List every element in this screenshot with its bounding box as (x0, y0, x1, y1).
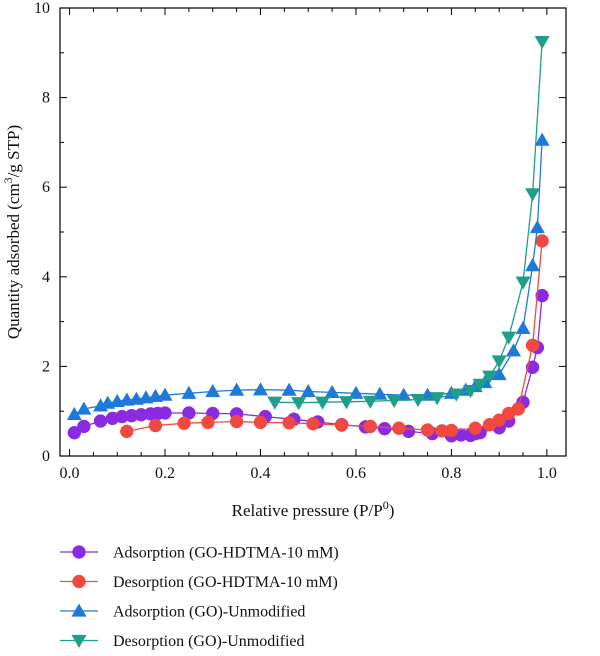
series-4-point (463, 384, 479, 399)
series-3-point (76, 401, 92, 415)
y-tick-label: 10 (34, 0, 50, 17)
series-2-line (126, 240, 543, 433)
series-2-point (392, 421, 406, 435)
series-2-point (334, 418, 349, 432)
x-tick-label: 1.0 (537, 465, 557, 482)
legend: Adsorption (GO-HDTMA-10 mM) Desorption (G… (60, 545, 339, 650)
series-1-point (93, 414, 108, 428)
legend-item-3: Adsorption (GO)-Unmodified (60, 603, 305, 621)
legend-label: Desorption (GO)-Unmodified (113, 633, 305, 650)
series-2-point (201, 415, 215, 430)
series-2-point (525, 338, 540, 353)
series-4-point (338, 396, 354, 410)
series-3-point (157, 387, 173, 401)
series-3-point (181, 385, 197, 399)
plot-frame-group (59, 7, 567, 457)
series-2-point (282, 416, 296, 430)
series-4-point (472, 378, 488, 392)
y-tick-label: 0 (42, 448, 50, 465)
series-3-point (281, 382, 297, 396)
series-2 (120, 234, 549, 439)
series-3-point (420, 387, 436, 401)
series-3-point (491, 366, 507, 381)
series-4-point (525, 188, 541, 202)
series-group (66, 35, 550, 443)
series-2-point (253, 415, 268, 430)
plot-frame (59, 7, 567, 457)
x-tick-label: 0.8 (441, 465, 461, 482)
series-3-point (534, 132, 550, 146)
y-axis-label: Quantity adsorbed (cm3/g STP) (1, 125, 23, 339)
series-3-point (300, 383, 316, 398)
series-2-point (444, 423, 459, 438)
series-3-line (73, 140, 543, 415)
series-3-point (348, 385, 364, 399)
series-1-point (158, 406, 172, 420)
series-4-point (448, 388, 464, 402)
series-4-point (534, 35, 550, 50)
legend-item-1: Adsorption (GO-HDTMA-10 mM) (60, 545, 339, 562)
legend-item-2: Desorption (GO-HDTMA-10 mM) (60, 574, 338, 591)
axes-group: 0.0 0.2 0.4 0.6 0.8 1.0 0 2 4 6 8 10 Relative pressu… (1, 0, 566, 520)
series-2-point (535, 234, 549, 248)
series-3 (66, 132, 550, 420)
series-4-point (267, 396, 283, 410)
series-1-point (535, 288, 549, 303)
series-4-line (274, 41, 543, 404)
legend-marker (72, 545, 86, 559)
series-3-point (505, 343, 521, 357)
series-1-point (525, 360, 540, 375)
legend-marker (71, 634, 87, 648)
series-3-point (252, 382, 268, 396)
series-4 (267, 35, 550, 411)
legend-item-4: Desorption (GO)-Unmodified (60, 633, 305, 650)
x-tick-label: 0.6 (346, 465, 366, 482)
series-4-point (491, 355, 507, 369)
series-2-point (420, 423, 435, 437)
series-4-point (386, 394, 402, 408)
series-4-point (515, 276, 531, 290)
legend-label: Adsorption (GO)-Unmodified (113, 604, 305, 621)
series-3-point (324, 384, 340, 399)
series-4-point (501, 331, 517, 345)
y-tick-label: 2 (42, 358, 50, 375)
series-4-point (410, 393, 426, 408)
x-tick-label: 0.0 (60, 465, 80, 482)
series-2-point (229, 414, 244, 429)
y-tick-label: 6 (42, 179, 50, 196)
series-2-point (148, 418, 163, 433)
x-axis-label: Relative pressure (P/P0) (232, 498, 395, 520)
x-tick-label: 0.2 (155, 465, 175, 482)
legend-marker (72, 574, 86, 589)
legend-label: Adsorption (GO-HDTMA-10 mM) (113, 545, 339, 562)
series-2-point (363, 419, 378, 434)
series-2-point (511, 402, 526, 416)
series-2-point (492, 413, 506, 427)
series-2-point (177, 416, 191, 431)
series-3-point (515, 320, 531, 334)
series-1-point (67, 425, 82, 440)
series-2-point (306, 416, 320, 431)
series-4-point (429, 392, 445, 406)
series-4-point (291, 397, 307, 411)
series-1-point (377, 421, 392, 436)
y-tick-label: 8 (42, 90, 50, 107)
x-tick-label: 0.4 (250, 465, 270, 482)
legend-label: Desorption (GO-HDTMA-10 mM) (113, 574, 338, 591)
series-4-point (482, 370, 498, 384)
series-3-point (529, 220, 545, 234)
series-1 (67, 288, 549, 443)
series-1-point (77, 419, 91, 434)
series-2-point (468, 421, 483, 435)
series-3-point (205, 383, 221, 398)
series-4-point (362, 395, 378, 409)
series-2-point (120, 424, 134, 439)
series-3-point (525, 258, 541, 272)
y-tick-label: 4 (42, 269, 50, 286)
series-3-point (229, 382, 245, 396)
legend-marker (71, 603, 87, 617)
series-3-point (66, 406, 82, 420)
series-4-point (315, 396, 331, 410)
